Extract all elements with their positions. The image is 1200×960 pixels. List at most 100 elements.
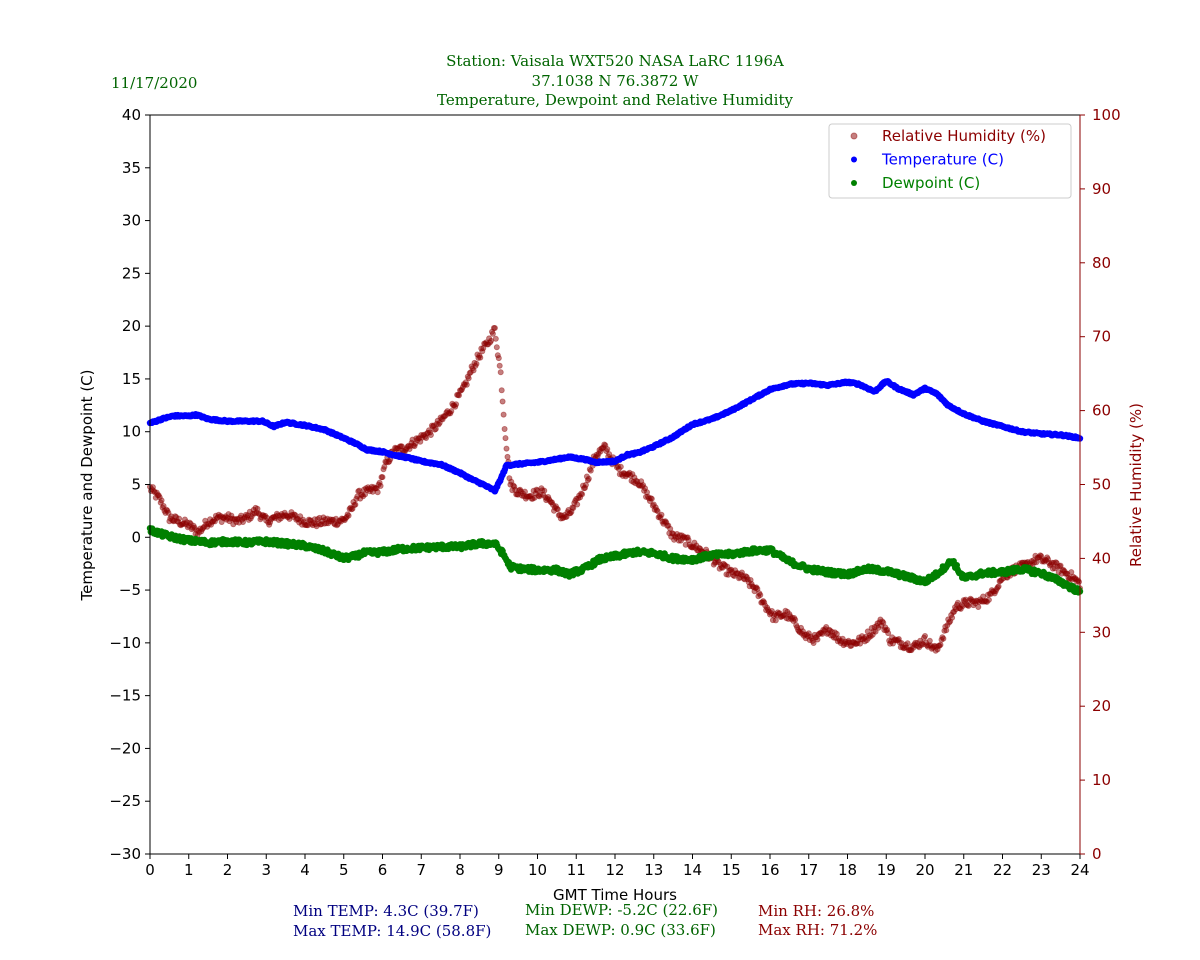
rh-point (477, 354, 484, 361)
x-tick-label: 12 (605, 861, 624, 879)
x-tick-label: 10 (528, 861, 547, 879)
rh-point (833, 630, 840, 637)
rh-point (158, 497, 165, 504)
rh-point (165, 509, 172, 516)
rh-point (496, 362, 503, 369)
y-tick-label: 5 (131, 476, 141, 494)
temperature-series (146, 378, 1084, 495)
rh-point (491, 324, 498, 331)
y2-tick-label: 30 (1092, 623, 1111, 641)
x-tick-label: 15 (722, 861, 741, 879)
y2-tick-label: 20 (1092, 697, 1111, 715)
y-tick-label: 15 (122, 370, 141, 388)
min-dewp-stat: Min DEWP: -5.2C (22.6F) (525, 901, 719, 919)
rh-point (448, 408, 455, 415)
legend-label: Relative Humidity (%) (882, 127, 1046, 145)
rh-point (949, 614, 956, 621)
rh-point (470, 367, 477, 374)
x-tick-label: 17 (799, 861, 818, 879)
x-tick-label: 3 (261, 861, 271, 879)
x-tick-label: 6 (378, 861, 388, 879)
dewpoint-series (146, 525, 1084, 596)
rh-point (345, 512, 352, 519)
rh-point (1068, 569, 1075, 576)
max-dewp-stat: Max DEWP: 0.9C (33.6F) (525, 921, 716, 939)
rh-point (943, 627, 950, 634)
rh-point (585, 475, 592, 482)
y2-tick-label: 0 (1092, 845, 1102, 863)
y2-tick-label: 50 (1092, 476, 1111, 494)
rh-point (379, 474, 386, 481)
rh-point (381, 463, 388, 470)
rh-point (427, 431, 434, 438)
rh-point (667, 525, 674, 532)
rh-point (1057, 562, 1064, 569)
rh-point (489, 330, 496, 337)
y-tick-label: −15 (109, 687, 141, 705)
rh-point (297, 513, 304, 520)
rh-point (352, 501, 359, 508)
legend-marker (850, 132, 858, 140)
x-tick-label: 18 (838, 861, 857, 879)
y-tick-label: 35 (122, 159, 141, 177)
rh-point (1038, 553, 1045, 560)
rh-point (995, 583, 1002, 590)
rh-point (885, 630, 892, 637)
rh-point (541, 487, 548, 494)
rh-point (176, 515, 183, 522)
rh-point (455, 392, 462, 399)
x-tick-label: 24 (1070, 861, 1089, 879)
rh-point (872, 628, 879, 635)
rh-point (792, 616, 799, 623)
rh-point (423, 434, 430, 441)
rh-point (654, 508, 661, 515)
rh-point (940, 635, 947, 642)
rh-point (658, 511, 665, 518)
rh-point (904, 640, 911, 647)
min-rh-stat: Min RH: 26.8% (758, 902, 875, 920)
rh-point (362, 491, 369, 498)
rh-point (579, 491, 586, 498)
legend-marker (851, 156, 857, 163)
rh-point (465, 375, 472, 382)
y-tick-label: 30 (122, 212, 141, 230)
y-tick-label: −25 (109, 792, 141, 810)
rh-point (487, 337, 494, 344)
y-tick-label: 20 (122, 317, 141, 335)
y2-tick-label: 70 (1092, 328, 1111, 346)
rh-point (497, 369, 504, 376)
rh-point (965, 602, 972, 609)
rh-point (772, 617, 779, 624)
y-axis-label: Temperature and Dewpoint (C) (78, 369, 96, 601)
max-temp-stat: Max TEMP: 14.9C (58.8F) (293, 922, 492, 940)
rh-point (473, 360, 480, 367)
y2-tick-label: 40 (1092, 549, 1111, 567)
rh-point (501, 425, 508, 432)
y-tick-label: 40 (122, 106, 141, 124)
rh-point (463, 381, 470, 388)
station-title: Station: Vaisala WXT520 NASA LaRC 1196A (446, 52, 784, 70)
y2-tick-label: 90 (1092, 180, 1111, 198)
rh-series (146, 324, 1084, 654)
rh-point (617, 463, 624, 470)
y-tick-label: −30 (109, 845, 141, 863)
rh-point (495, 355, 502, 362)
rh-point (504, 453, 511, 460)
y-tick-label: −5 (119, 581, 141, 599)
x-tick-label: 2 (223, 861, 233, 879)
min-temp-stat: Min TEMP: 4.3C (39.7F) (293, 902, 479, 920)
rh-point (377, 482, 384, 489)
y-tick-label: −20 (109, 739, 141, 757)
x-tick-label: 14 (683, 861, 702, 879)
rh-point (498, 387, 505, 394)
rh-point (493, 344, 500, 351)
x-tick-label: 4 (300, 861, 310, 879)
y2-tick-label: 100 (1092, 106, 1121, 124)
x-tick-label: 7 (416, 861, 426, 879)
max-rh-stat: Max RH: 71.2% (758, 921, 878, 939)
rh-point (922, 633, 929, 640)
rh-point (503, 445, 510, 452)
x-tick-label: 8 (455, 861, 465, 879)
y2-tick-label: 80 (1092, 254, 1111, 272)
